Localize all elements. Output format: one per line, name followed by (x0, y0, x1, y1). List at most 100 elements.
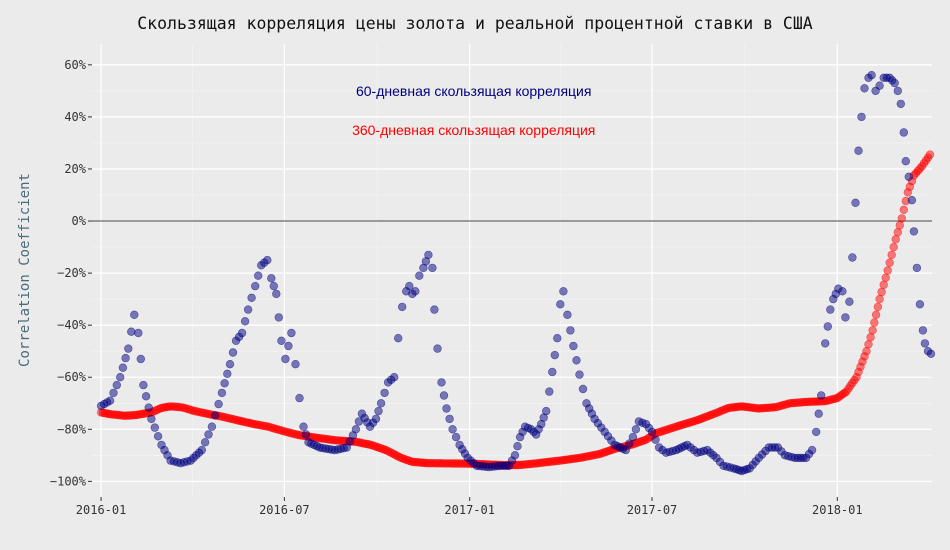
data-point (200, 438, 210, 447)
data-point (909, 227, 919, 236)
data-point (891, 235, 900, 244)
data-point (628, 432, 638, 442)
data-point (295, 393, 304, 403)
data-point (893, 228, 902, 237)
data-point (816, 391, 826, 400)
data-point (862, 347, 871, 356)
y-tick-label: −40% (57, 318, 87, 332)
data-point (918, 326, 928, 335)
x-tick-label: 2017-01 (444, 503, 495, 517)
data-point (134, 328, 143, 338)
data-point (545, 387, 554, 396)
data-point (240, 317, 250, 326)
data-point (147, 414, 156, 424)
data-point (237, 328, 247, 338)
data-point (826, 305, 835, 314)
series-60-day (96, 70, 936, 476)
data-point (875, 294, 884, 304)
data-point (899, 128, 908, 137)
x-tick-label: 2018-01 (812, 503, 863, 517)
data-point (251, 281, 260, 291)
annotation-360-day: 360-дневная скользящая корреляция (352, 122, 595, 138)
chart-title: Скользящая корреляция цены золота и реал… (137, 14, 813, 33)
y-tick-labels: −100% −80% −60% −40% −20% 0% 20% 40% 60% (50, 58, 92, 488)
y-tick-label: 0% (72, 214, 87, 228)
data-point (121, 353, 130, 363)
data-point (380, 388, 389, 398)
data-point (136, 354, 146, 364)
x-tick-labels: 2016-01 2016-07 2017-01 2017-07 2018-01 (76, 497, 863, 517)
data-point (274, 313, 283, 322)
data-point (269, 281, 278, 291)
data-point (211, 411, 220, 420)
data-point (569, 341, 578, 351)
y-tick-label: −20% (57, 266, 87, 280)
data-point (287, 328, 296, 338)
data-point (301, 430, 311, 439)
data-point (437, 378, 446, 387)
data-point (877, 287, 886, 297)
data-point (563, 310, 572, 319)
data-point (214, 399, 223, 409)
data-point (889, 242, 898, 252)
data-point (277, 336, 286, 345)
data-point (207, 422, 217, 431)
data-point (890, 78, 899, 88)
y-tick-label: 60% (64, 58, 86, 72)
data-point (897, 214, 906, 223)
data-point (371, 414, 381, 424)
data-point (376, 399, 386, 408)
data-point (263, 255, 272, 265)
data-point (566, 326, 575, 335)
data-point (254, 271, 263, 280)
data-point (127, 327, 136, 336)
data-point (925, 150, 935, 159)
y-tick-label: −80% (57, 422, 87, 436)
data-point (885, 258, 894, 267)
data-point (879, 280, 888, 289)
data-point (625, 439, 634, 448)
data-point (220, 379, 229, 388)
data-point (415, 271, 424, 280)
data-point (575, 370, 584, 379)
data-point (621, 445, 630, 455)
data-point (510, 451, 520, 460)
y-tick-label: 40% (64, 110, 86, 124)
data-point (881, 273, 890, 282)
data-point (860, 84, 869, 93)
data-point (811, 427, 821, 437)
data-point (848, 253, 857, 262)
data-point (451, 432, 461, 442)
data-point (430, 305, 439, 314)
data-point (150, 423, 160, 432)
data-point (838, 287, 847, 296)
data-point (550, 350, 559, 360)
data-point (424, 250, 433, 260)
data-point (428, 263, 437, 273)
data-point (272, 289, 281, 299)
data-point (912, 263, 922, 273)
y-tick-label: −60% (57, 370, 87, 384)
data-point (204, 430, 213, 439)
data-point (112, 380, 122, 390)
data-point (907, 196, 917, 205)
data-point (559, 287, 568, 296)
data-point (875, 81, 884, 90)
data-point (851, 198, 860, 208)
data-point (118, 363, 128, 372)
data-point (807, 445, 817, 455)
data-point (267, 274, 276, 283)
data-point (281, 354, 290, 364)
data-point (651, 435, 660, 444)
data-point (390, 373, 399, 382)
data-point (141, 392, 151, 401)
y-tick-label: 20% (64, 162, 86, 176)
data-point (820, 339, 830, 348)
data-point (105, 396, 115, 405)
data-point (578, 384, 588, 394)
data-point (915, 300, 925, 309)
data-point (433, 344, 442, 353)
data-point (926, 349, 936, 358)
data-point (284, 341, 293, 351)
